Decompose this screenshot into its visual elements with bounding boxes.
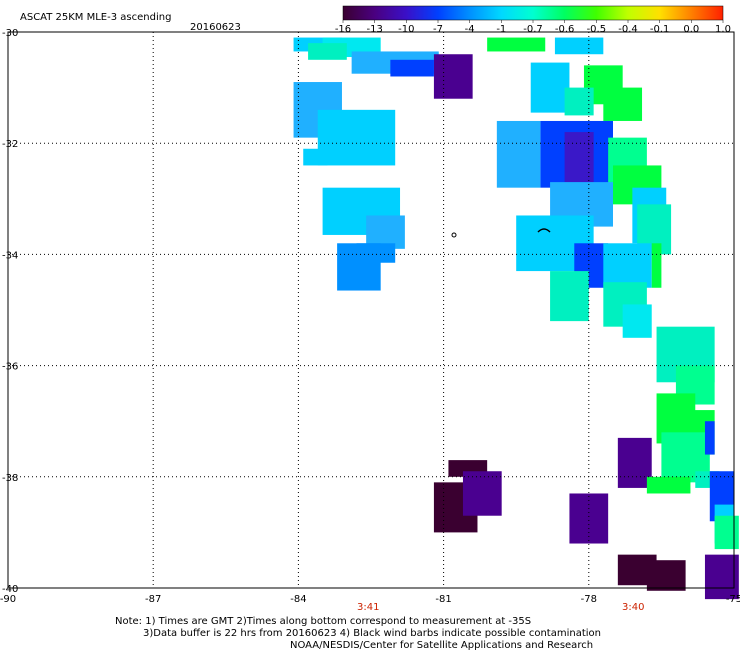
wind-cell: [564, 132, 594, 183]
colorbar-tick-label: -7: [433, 24, 443, 35]
longitude-label: -81: [435, 594, 451, 605]
longitude-label: -90: [0, 594, 16, 605]
wind-cell: [617, 437, 652, 488]
colorbar-tick-label: -4: [465, 24, 475, 35]
note-line-3: NOAA/NESDIS/Center for Satellite Applica…: [290, 640, 593, 650]
time-label-1: 3:41: [357, 602, 379, 613]
map-date: 20160623: [190, 22, 241, 33]
wind-cell: [433, 54, 473, 99]
time-label-2: 3:40: [622, 602, 644, 613]
wind-cell: [317, 109, 396, 166]
wind-cell: [651, 243, 662, 288]
note-line-1: Note: 1) Times are GMT 2)Times along bot…: [115, 616, 531, 627]
map-title: ASCAT 25KM MLE-3 ascending: [20, 12, 171, 23]
colorbar-tick-label: -1: [496, 24, 506, 35]
longitude-labels: -90 -87 -84 -81 -78 -75: [0, 594, 740, 605]
wind-cell: [646, 560, 686, 591]
colorbar-tick-label: -10: [398, 24, 414, 35]
wind-barb-mark: [537, 228, 551, 233]
latitude-labels: -30 -32 -34 -36 -38 -40: [2, 28, 18, 595]
wind-cell: [530, 62, 570, 113]
wind-cell: [603, 243, 652, 288]
longitude-label: -75: [726, 594, 740, 605]
wind-cell: [308, 43, 347, 60]
note-line-2: 3)Data buffer is 22 hrs from 20160623 4)…: [143, 628, 601, 639]
wind-cell: [554, 37, 604, 55]
latitude-label: -34: [2, 250, 18, 261]
wind-swath: [293, 37, 739, 600]
wind-cell: [714, 515, 739, 550]
latitude-label: -40: [2, 584, 18, 595]
wind-barb-dot: [451, 232, 457, 238]
colorbar-ramp: [342, 5, 724, 21]
wind-cell: [487, 37, 546, 52]
wind-cell: [622, 304, 652, 338]
colorbar-tick-label: 1.0: [715, 24, 731, 35]
colorbar-tick-label: -0.6: [555, 24, 575, 35]
wind-cell: [704, 421, 715, 455]
colorbar-tick-label: -0.5: [587, 24, 607, 35]
graticule: [8, 32, 734, 588]
latitude-label: -38: [2, 473, 18, 484]
colorbar: -16 -13 -10 -7 -4 -1 -0.7 -0.6 -0.5 -0.4 -0.1 0.0 1.…: [335, 5, 731, 35]
colorbar-tick-label: 0.0: [683, 24, 699, 35]
wind-cell: [337, 243, 381, 291]
colorbar-tick-label: -0.4: [618, 24, 638, 35]
colorbar-tick-label: -0.1: [650, 24, 670, 35]
wind-cell: [390, 59, 434, 77]
longitude-label: -84: [290, 594, 306, 605]
latitude-label: -30: [2, 28, 18, 39]
wind-cell: [603, 87, 643, 121]
longitude-label: -87: [145, 594, 161, 605]
wind-cell: [462, 471, 502, 516]
wind-cell: [564, 87, 594, 116]
colorbar-tick-label: -13: [366, 24, 382, 35]
map-frame: [7, 31, 735, 589]
longitude-label: -78: [581, 594, 597, 605]
latitude-label: -36: [2, 362, 18, 373]
wind-cell: [569, 493, 609, 544]
colorbar-tick-label: -0.7: [523, 24, 543, 35]
latitude-label: -32: [2, 139, 18, 150]
wind-cell: [646, 476, 691, 494]
wind-cell: [303, 148, 328, 166]
wind-cell: [496, 120, 541, 188]
colorbar-tick-label: -16: [335, 24, 351, 35]
wind-cell: [704, 554, 739, 600]
wind-cell: [550, 271, 589, 322]
